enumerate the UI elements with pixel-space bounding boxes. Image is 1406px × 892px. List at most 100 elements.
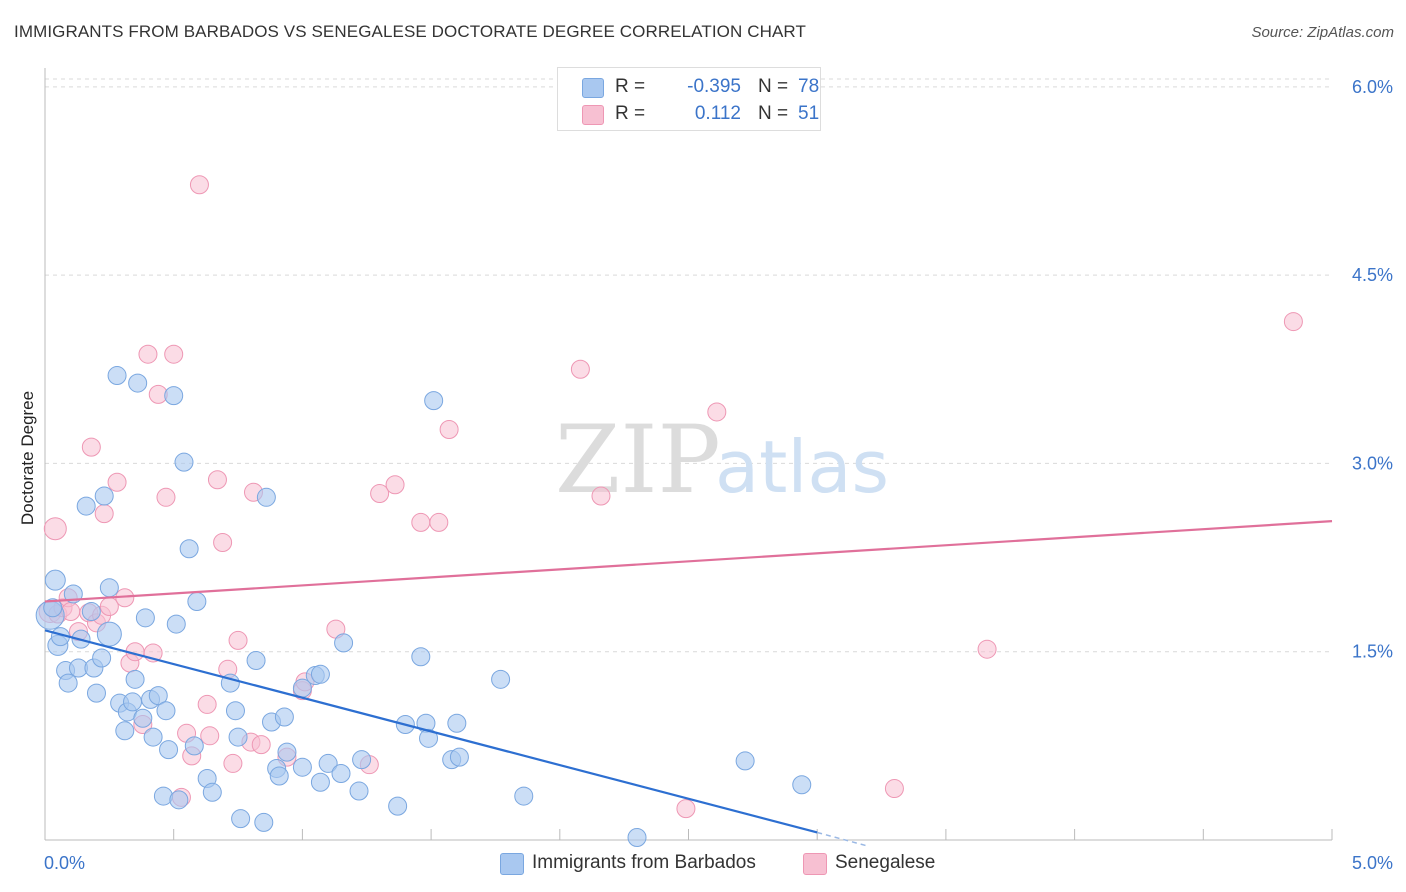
bottom-legend-label-senegalese: Senegalese bbox=[835, 852, 936, 873]
barbados-point bbox=[107, 366, 127, 386]
bottom-legend-label-barbados: Immigrants from Barbados bbox=[532, 852, 756, 873]
y-tick-label: 3.0% bbox=[1352, 453, 1393, 473]
barbados-point bbox=[164, 386, 184, 406]
y-tick-label: 4.5% bbox=[1352, 265, 1393, 285]
senegalese-point bbox=[81, 437, 101, 457]
barbados-point bbox=[94, 486, 114, 506]
y-tick-label: 6.0% bbox=[1352, 77, 1393, 97]
senegalese-point bbox=[207, 470, 227, 490]
barbados-point bbox=[179, 539, 199, 559]
senegalese-point bbox=[200, 726, 220, 746]
legend-swatch-barbados bbox=[582, 78, 604, 98]
senegalese-point bbox=[164, 344, 184, 364]
legend-r-value: 0.112 bbox=[694, 103, 741, 124]
watermark-atlas: atlas bbox=[715, 425, 889, 509]
watermark: ZIP atlas bbox=[555, 406, 889, 515]
barbados-point bbox=[58, 673, 78, 693]
x-tick-label: 5.0% bbox=[1352, 853, 1393, 873]
senegalese-point bbox=[94, 504, 114, 524]
barbados-point bbox=[202, 782, 222, 802]
senegalese-point bbox=[591, 486, 611, 506]
barbados-point bbox=[156, 701, 176, 721]
chart-source: Source: ZipAtlas.com bbox=[1251, 24, 1394, 41]
barbados-point bbox=[225, 701, 245, 721]
barbados-point bbox=[96, 621, 122, 647]
barbados-point bbox=[334, 633, 354, 653]
barbados-point bbox=[318, 753, 338, 773]
barbados-point bbox=[388, 796, 408, 816]
barbados-point bbox=[411, 647, 431, 667]
senegalese-point bbox=[884, 779, 904, 799]
senegalese-point bbox=[676, 799, 696, 819]
barbados-trend-line bbox=[44, 629, 818, 834]
x-tick-label: 0.0% bbox=[44, 853, 85, 873]
barbados-point bbox=[277, 742, 297, 762]
barbados-point bbox=[792, 775, 812, 795]
barbados-point bbox=[228, 727, 248, 747]
barbados-point bbox=[735, 751, 755, 771]
barbados-point bbox=[123, 692, 143, 712]
legend-n-value: 78 bbox=[798, 76, 820, 97]
barbados-point bbox=[133, 708, 153, 728]
legend-r-label: R = bbox=[615, 103, 646, 124]
barbados-point bbox=[184, 736, 204, 756]
senegalese-point bbox=[707, 402, 727, 422]
legend-r-label: R = bbox=[615, 76, 646, 97]
barbados-point bbox=[92, 648, 112, 668]
senegalese-point bbox=[439, 420, 459, 440]
barbados-point bbox=[246, 650, 266, 670]
barbados-point bbox=[148, 686, 168, 706]
senegalese-point bbox=[429, 512, 449, 532]
barbados-point bbox=[627, 827, 647, 847]
barbados-point bbox=[449, 747, 469, 767]
barbados-point bbox=[76, 496, 96, 516]
barbados-point bbox=[269, 766, 289, 786]
barbados-point bbox=[274, 707, 294, 727]
barbados-point bbox=[424, 391, 444, 411]
senegalese-point bbox=[189, 175, 209, 195]
chart-title: IMMIGRANTS FROM BARBADOS VS SENEGALESE D… bbox=[14, 22, 806, 41]
y-tick-label: 1.5% bbox=[1352, 642, 1393, 662]
barbados-point bbox=[174, 452, 194, 472]
barbados-point bbox=[99, 578, 119, 598]
barbados-point bbox=[44, 569, 66, 591]
senegalese-point bbox=[370, 484, 390, 504]
barbados-point bbox=[349, 781, 369, 801]
barbados-point bbox=[135, 608, 155, 628]
legend-n-value: 51 bbox=[798, 103, 820, 124]
barbados-point bbox=[254, 812, 274, 832]
senegalese-point bbox=[977, 639, 997, 659]
senegalese-trend-line bbox=[44, 520, 1333, 603]
senegalese-point bbox=[1283, 312, 1303, 332]
barbados-point bbox=[310, 772, 330, 792]
legend-r-value: -0.395 bbox=[687, 76, 741, 97]
senegalese-point bbox=[197, 694, 217, 714]
barbados-point bbox=[419, 728, 439, 748]
barbados-trend-extension bbox=[817, 831, 869, 848]
senegalese-point bbox=[43, 517, 67, 541]
barbados-point bbox=[166, 614, 186, 634]
barbados-point bbox=[43, 598, 63, 618]
barbados-point bbox=[159, 740, 179, 760]
barbados-point bbox=[231, 809, 251, 829]
barbados-point bbox=[125, 669, 145, 689]
watermark-zip: ZIP bbox=[555, 406, 721, 515]
bottom-legend-swatch-senegalese bbox=[803, 853, 827, 875]
barbados-point bbox=[514, 786, 534, 806]
series-barbados-points bbox=[35, 366, 812, 847]
barbados-point bbox=[352, 750, 372, 770]
senegalese-point bbox=[138, 344, 158, 364]
barbados-point bbox=[292, 757, 312, 777]
barbados-point bbox=[143, 727, 163, 747]
barbados-point bbox=[310, 664, 330, 684]
barbados-point bbox=[169, 790, 189, 810]
barbados-point bbox=[331, 763, 351, 783]
barbados-point bbox=[128, 373, 148, 393]
barbados-point bbox=[81, 602, 101, 622]
legend-n-label: N = bbox=[758, 76, 789, 97]
gridlines bbox=[45, 78, 1332, 653]
senegalese-point bbox=[156, 487, 176, 507]
senegalese-point bbox=[385, 475, 405, 495]
senegalese-point bbox=[213, 532, 233, 552]
